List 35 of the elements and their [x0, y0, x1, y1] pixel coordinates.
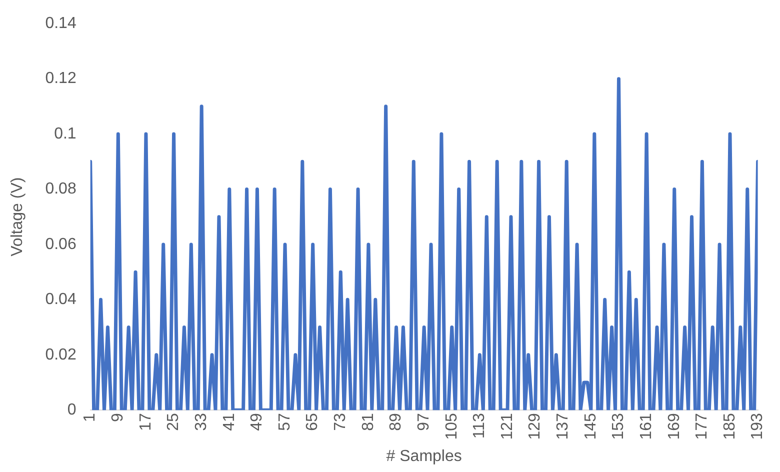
- x-tick-label: 41: [220, 413, 238, 431]
- x-tick-label: 161: [638, 413, 655, 440]
- x-tick-label: 57: [276, 413, 294, 431]
- y-tick-label: 0.06: [45, 236, 76, 253]
- x-tick-label: 105: [443, 413, 460, 440]
- x-tick-label: 81: [360, 413, 377, 431]
- x-tick-label: 169: [666, 413, 683, 440]
- x-tick-label: 97: [415, 413, 432, 431]
- x-tick-label: 153: [610, 413, 628, 440]
- x-tick-label: 193: [749, 413, 766, 440]
- x-tick-label: 65: [304, 413, 322, 431]
- x-tick-label: 137: [554, 413, 572, 440]
- x-tick-label: 17: [137, 413, 154, 431]
- x-tick-label: 1: [82, 413, 99, 422]
- x-tick-label: 177: [694, 413, 711, 440]
- y-tick-label: 0.02: [45, 346, 76, 364]
- x-tick-label: 129: [526, 413, 544, 440]
- x-tick-label: 33: [192, 413, 210, 431]
- x-tick-label: 9: [110, 413, 127, 422]
- x-axis-title: # Samples: [386, 448, 462, 465]
- y-tick-label: 0.08: [45, 180, 76, 198]
- y-tick-label: 0.12: [45, 70, 76, 88]
- x-tick-label: 185: [721, 413, 738, 440]
- x-tick-label: 73: [332, 413, 350, 431]
- y-tick-label: 0.1: [54, 125, 76, 142]
- y-tick-label: 0.04: [45, 291, 76, 308]
- y-tick-label: 0: [67, 402, 76, 419]
- x-tick-label: 49: [248, 413, 266, 431]
- x-tick-label: 121: [498, 413, 516, 440]
- x-tick-label: 145: [582, 413, 600, 440]
- x-tick-label: 113: [471, 413, 488, 439]
- y-tick-label: 0.14: [45, 15, 76, 32]
- x-tick-label: 89: [388, 413, 405, 431]
- y-axis-title: Voltage (V): [9, 177, 26, 256]
- x-tick-label: 25: [165, 413, 182, 431]
